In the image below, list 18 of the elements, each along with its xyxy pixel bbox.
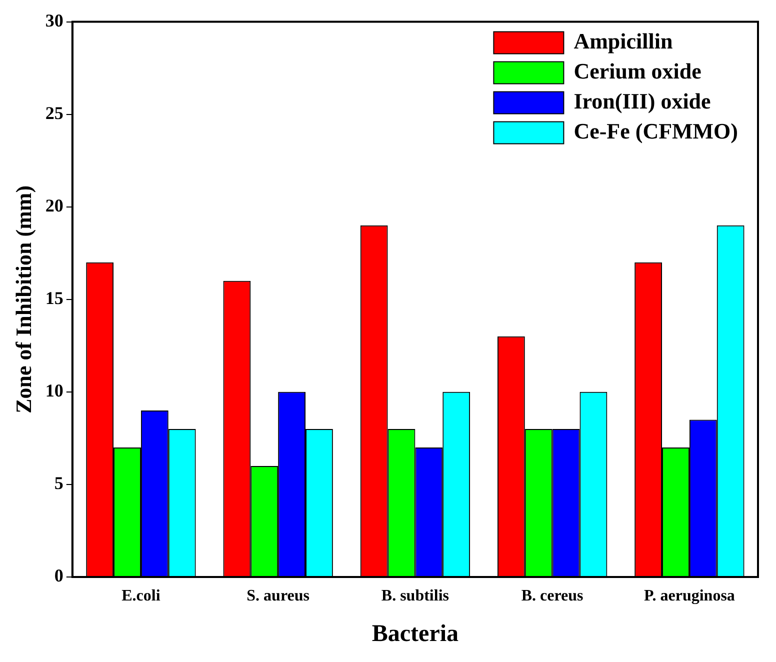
legend-label: Ampicillin xyxy=(574,28,673,54)
y-axis-title: Zone of Inhibition (mm) xyxy=(10,185,36,414)
x-tick-label: S. aureus xyxy=(246,588,310,605)
legend-label: Ce-Fe (CFMMO) xyxy=(574,118,738,144)
y-tick-label: 0 xyxy=(54,566,64,586)
y-tick-label: 25 xyxy=(45,102,64,123)
y-tick-label: 20 xyxy=(45,196,64,216)
y-tick-label: 15 xyxy=(45,288,64,308)
y-tick-label: 30 xyxy=(45,10,64,30)
x-tick-label: B. subtilis xyxy=(381,588,449,605)
y-tick-label: 10 xyxy=(45,380,64,401)
x-axis-title: Bacteria xyxy=(372,620,459,647)
x-tick-label: E.coli xyxy=(122,588,161,605)
x-tick-label: P. aeruginosa xyxy=(644,588,735,605)
y-tick-label: 5 xyxy=(54,473,64,494)
legend-label: Cerium oxide xyxy=(574,58,702,84)
x-tick-label: B. cereus xyxy=(521,588,584,605)
legend-label: Iron(III) oxide xyxy=(574,88,712,114)
